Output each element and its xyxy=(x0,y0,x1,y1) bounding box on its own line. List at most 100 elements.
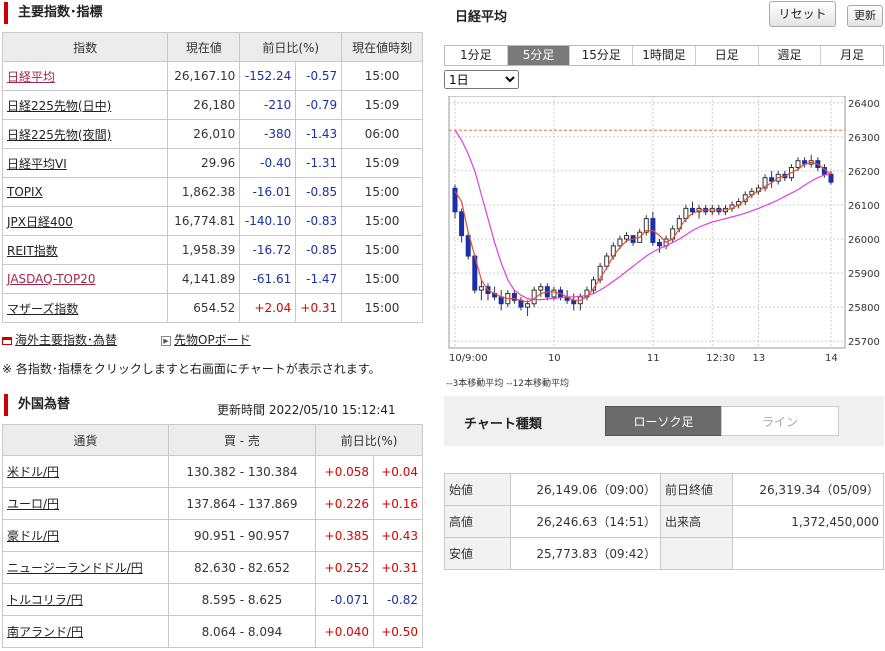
fx-change: -0.071 xyxy=(315,583,375,616)
index-change: -61.61 xyxy=(239,264,297,294)
fx-row[interactable]: ニュージーランドドル/円 82.630 - 82.652 +0.252 +0.31 xyxy=(2,551,423,584)
x-tick-label: 12:30 xyxy=(706,353,735,364)
fx-row[interactable]: ユーロ/円 137.864 - 137.869 +0.226 +0.16 xyxy=(2,487,423,520)
tab-timeframe[interactable]: 日足 xyxy=(694,46,758,65)
indices-header-name: 指数 xyxy=(1,32,169,62)
fx-link[interactable]: 豪ドル/円 xyxy=(7,529,60,543)
tab-timeframe[interactable]: 週足 xyxy=(757,46,821,65)
fx-change: +0.252 xyxy=(315,551,375,584)
fx-name[interactable]: 豪ドル/円 xyxy=(2,519,169,552)
index-link[interactable]: JASDAQ-TOP20 xyxy=(7,272,96,286)
candle-body xyxy=(617,238,623,247)
index-link[interactable]: 日経平均 xyxy=(7,69,56,84)
index-change: -152.24 xyxy=(239,61,297,91)
tab-timeframe[interactable]: 1時間足 xyxy=(632,46,695,65)
fx-name[interactable]: ニュージーランドドル/円 xyxy=(2,551,169,584)
fx-change: +0.226 xyxy=(315,487,375,520)
fx-link[interactable]: ユーロ/円 xyxy=(7,497,60,511)
indices-row[interactable]: TOPIX 1,862.38 -16.01 -0.85 15:00 xyxy=(1,177,423,207)
index-name[interactable]: TOPIX xyxy=(1,177,169,207)
index-name[interactable]: JPX日経400 xyxy=(1,206,169,236)
index-time: 15:00 xyxy=(341,293,423,323)
tab-timeframe[interactable]: 15分足 xyxy=(569,46,633,65)
indices-row[interactable]: 日経225先物(夜間) 26,010 -380 -1.43 06:00 xyxy=(1,119,423,149)
index-value: 654.52 xyxy=(167,293,241,323)
fx-row[interactable]: 南アランド/円 8.064 - 8.094 +0.040 +0.50 xyxy=(2,615,423,648)
index-link[interactable]: 日経225先物(日中) xyxy=(7,98,112,113)
y-tick-label: 25700 xyxy=(848,337,880,348)
index-value: 26,010 xyxy=(167,119,241,149)
futures-op-link[interactable]: ▶ 先物OPボード xyxy=(161,331,251,348)
index-name[interactable]: マザーズ指数 xyxy=(1,293,169,323)
volume-value: 1,372,450,000 xyxy=(732,505,884,538)
candle-body xyxy=(656,241,662,247)
fx-link[interactable]: 米ドル/円 xyxy=(7,465,60,479)
indices-header-change: 前日比(%) xyxy=(239,32,343,62)
tab-timeframe[interactable]: 1分足 xyxy=(445,46,507,65)
candle-body xyxy=(597,265,603,281)
period-select[interactable]: 1日 xyxy=(444,70,519,89)
index-name[interactable]: 日経平均 xyxy=(1,61,169,91)
tab-timeframe[interactable]: 月足 xyxy=(820,46,884,65)
chart-type-line[interactable]: ライン xyxy=(721,406,839,436)
index-name[interactable]: 日経平均VI xyxy=(1,148,169,178)
overseas-link-text[interactable]: 海外主要指数･為替 xyxy=(15,333,118,347)
indices-header-time: 現在値時刻 xyxy=(341,32,423,62)
candle-body xyxy=(624,235,630,240)
fx-row[interactable]: 豪ドル/円 90.951 - 90.957 +0.385 +0.43 xyxy=(2,519,423,552)
index-time: 15:00 xyxy=(341,177,423,207)
fx-row[interactable]: 米ドル/円 130.382 - 130.384 +0.058 +0.04 xyxy=(2,455,423,488)
fx-name[interactable]: 南アランド/円 xyxy=(2,615,169,648)
fx-change-pct: -0.82 xyxy=(373,583,423,616)
fx-table: 通貨 買 - 売 前日比(%) 米ドル/円 130.382 - 130.384 +0… xyxy=(2,424,423,648)
index-link[interactable]: マザーズ指数 xyxy=(7,301,79,316)
ma-legend: --3本移動平均 --12本移動平均 xyxy=(446,377,569,389)
index-change-pct: -0.83 xyxy=(295,206,343,236)
fx-link[interactable]: 南アランド/円 xyxy=(7,625,84,639)
candle-body xyxy=(795,160,801,169)
index-link[interactable]: JPX日経400 xyxy=(7,214,73,229)
fx-name[interactable]: トルコリラ/円 xyxy=(2,583,169,616)
arrow-box-icon: ▶ xyxy=(161,335,171,346)
index-link[interactable]: 日経平均VI xyxy=(7,156,67,171)
fx-link[interactable]: トルコリラ/円 xyxy=(7,593,83,607)
fx-change-pct: +0.31 xyxy=(373,551,423,584)
indices-row[interactable]: JPX日経400 16,774.81 -140.10 -0.83 15:00 xyxy=(1,206,423,236)
index-name[interactable]: JASDAQ-TOP20 xyxy=(1,264,169,294)
index-link[interactable]: REIT指数 xyxy=(7,243,58,258)
refresh-button[interactable]: 更新 xyxy=(847,5,883,27)
open-label: 始値 xyxy=(444,473,511,506)
fx-name[interactable]: 米ドル/円 xyxy=(2,455,169,488)
index-link[interactable]: 日経225先物(夜間) xyxy=(7,127,112,142)
tab-timeframe[interactable]: 5分足 xyxy=(506,46,570,65)
fx-header-currency: 通貨 xyxy=(2,424,169,456)
chart-type-candle[interactable]: ローソク足 xyxy=(605,406,722,436)
indices-section-title: 主要指数･指標 xyxy=(4,2,103,24)
fx-row[interactable]: トルコリラ/円 8.595 - 8.625 -0.071 -0.82 xyxy=(2,583,423,616)
index-name[interactable]: 日経225先物(夜間) xyxy=(1,119,169,149)
fx-name[interactable]: ユーロ/円 xyxy=(2,487,169,520)
indices-row[interactable]: 日経平均VI 29.96 -0.40 -1.31 15:09 xyxy=(1,148,423,178)
index-change: -210 xyxy=(239,90,297,120)
ma12-line xyxy=(454,129,832,301)
candle-body xyxy=(525,303,531,308)
index-value: 29.96 xyxy=(167,148,241,178)
indices-row[interactable]: マザーズ指数 654.52 +2.04 +0.31 15:00 xyxy=(1,293,423,323)
indices-row[interactable]: 日経225先物(日中) 26,180 -210 -0.79 15:09 xyxy=(1,90,423,120)
candle-body xyxy=(518,299,524,308)
futures-op-link-text[interactable]: 先物OPボード xyxy=(174,333,251,347)
indices-row[interactable]: REIT指数 1,958.39 -16.72 -0.85 15:00 xyxy=(1,235,423,265)
fx-bidask: 130.382 - 130.384 xyxy=(167,455,317,488)
chart-type-label: チャート種類 xyxy=(464,417,542,432)
index-link[interactable]: TOPIX xyxy=(7,185,43,199)
index-time: 15:00 xyxy=(341,264,423,294)
reset-button[interactable]: リセット xyxy=(769,1,836,27)
indices-row[interactable]: 日経平均 26,167.10 -152.24 -0.57 15:00 xyxy=(1,61,423,91)
indices-row[interactable]: JASDAQ-TOP20 4,141.89 -61.61 -1.47 15:00 xyxy=(1,264,423,294)
candlestick-chart[interactable]: 26400 26300 26200 26100 26000 25900 25800 25700… xyxy=(444,96,884,392)
overseas-link[interactable]: 海外主要指数･為替 xyxy=(2,331,117,348)
index-name[interactable]: 日経225先物(日中) xyxy=(1,90,169,120)
index-time: 06:00 xyxy=(341,119,423,149)
index-name[interactable]: REIT指数 xyxy=(1,235,169,265)
fx-link[interactable]: ニュージーランドドル/円 xyxy=(7,561,143,575)
